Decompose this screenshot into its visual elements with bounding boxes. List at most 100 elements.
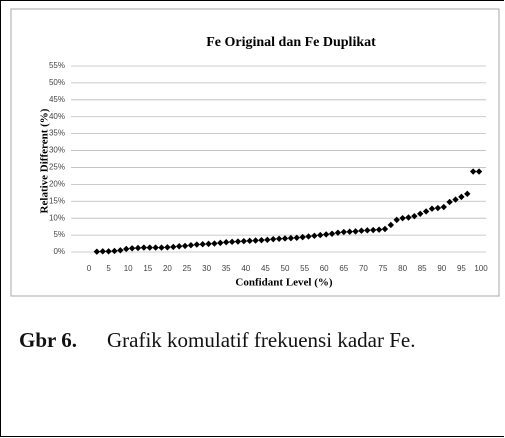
x-tick-label: 95 xyxy=(457,264,466,273)
point xyxy=(334,229,342,236)
x-tick-label: 70 xyxy=(359,264,368,273)
x-tick-label: 55 xyxy=(300,264,309,273)
point xyxy=(346,228,353,235)
point xyxy=(340,228,347,236)
x-tick-label: 5 xyxy=(106,264,111,273)
point xyxy=(440,203,447,211)
point xyxy=(293,234,300,241)
point xyxy=(434,204,442,212)
point xyxy=(258,236,265,244)
x-tick-label: 90 xyxy=(437,264,446,273)
point xyxy=(128,245,136,252)
point xyxy=(134,244,142,252)
point xyxy=(387,221,395,229)
point xyxy=(199,241,206,248)
point xyxy=(275,235,283,243)
point xyxy=(193,241,200,248)
point xyxy=(446,198,453,206)
point xyxy=(228,238,236,246)
point xyxy=(164,244,171,251)
point xyxy=(105,248,112,255)
y-tick-label: 55% xyxy=(49,61,65,70)
x-tick-label: 35 xyxy=(222,264,231,273)
point xyxy=(234,238,242,245)
point xyxy=(299,233,306,241)
point xyxy=(352,228,359,235)
y-tick-label: 10% xyxy=(49,213,65,222)
point xyxy=(264,236,271,244)
point xyxy=(305,233,312,240)
point xyxy=(217,239,224,247)
point xyxy=(117,247,124,254)
y-tick-label: 30% xyxy=(49,146,65,155)
point xyxy=(405,214,412,221)
point xyxy=(328,230,336,237)
point xyxy=(469,168,477,175)
x-tick-label: 45 xyxy=(261,264,270,273)
point xyxy=(223,238,230,246)
point xyxy=(428,205,436,212)
x-tick-label: 30 xyxy=(202,264,211,273)
x-tick-label: 50 xyxy=(281,264,290,273)
point xyxy=(417,210,424,217)
point xyxy=(458,193,465,201)
point xyxy=(181,242,189,250)
point xyxy=(123,245,130,253)
caption-label: Gbr 6. xyxy=(19,328,77,352)
point xyxy=(452,196,459,203)
caption: Gbr 6. Grafik komulatif frekuensi kadar F… xyxy=(19,323,503,357)
point xyxy=(411,212,418,220)
point xyxy=(281,235,289,242)
point xyxy=(375,226,383,233)
x-tick-label: 75 xyxy=(379,264,388,273)
point xyxy=(111,247,118,255)
y-axis-label: Relative Different (%) xyxy=(39,108,51,213)
y-tick-label: 25% xyxy=(49,163,65,172)
point xyxy=(464,190,471,198)
point xyxy=(240,237,248,245)
point xyxy=(187,242,195,249)
y-tick-label: 0% xyxy=(53,247,65,256)
chart-border xyxy=(10,8,500,297)
point xyxy=(152,244,159,251)
point xyxy=(287,234,295,242)
y-tick-label: 50% xyxy=(49,78,65,87)
x-tick-label: 40 xyxy=(241,264,250,273)
point xyxy=(317,231,324,239)
x-tick-label: 25 xyxy=(183,264,192,273)
x-tick-label: 85 xyxy=(418,264,427,273)
x-tick-label: 20 xyxy=(163,264,172,273)
point xyxy=(146,244,153,251)
point xyxy=(393,216,400,224)
point xyxy=(475,168,483,175)
point xyxy=(422,208,430,215)
point xyxy=(358,227,365,234)
point xyxy=(158,244,165,251)
point xyxy=(246,237,253,245)
chart: Fe Original dan Fe Duplikat Confidant Le… xyxy=(10,8,500,297)
x-tick-label: 100 xyxy=(474,264,488,273)
point xyxy=(175,243,183,250)
point xyxy=(93,248,101,255)
point xyxy=(211,240,218,247)
point xyxy=(99,248,106,255)
point xyxy=(270,235,277,243)
x-tick-label: 60 xyxy=(320,264,329,273)
x-tick-label: 65 xyxy=(339,264,348,273)
x-tick-label: 10 xyxy=(124,264,133,273)
caption-text: Grafik komulatif frekuensi kadar Fe. xyxy=(106,328,416,352)
point xyxy=(311,232,318,239)
point xyxy=(205,240,212,248)
y-tick-label: 40% xyxy=(49,112,65,121)
chart-title: Fe Original dan Fe Duplikat xyxy=(206,35,376,50)
point xyxy=(399,214,406,222)
x-tick-label: 0 xyxy=(87,264,92,273)
x-tick-label: 80 xyxy=(398,264,407,273)
y-tick-label: 15% xyxy=(49,196,65,205)
y-tick-label: 45% xyxy=(49,95,65,104)
y-tick-label: 35% xyxy=(49,129,65,138)
point xyxy=(364,227,371,234)
x-axis-label: Confidant Level (%) xyxy=(235,277,333,289)
y-tick-label: 5% xyxy=(53,230,65,239)
